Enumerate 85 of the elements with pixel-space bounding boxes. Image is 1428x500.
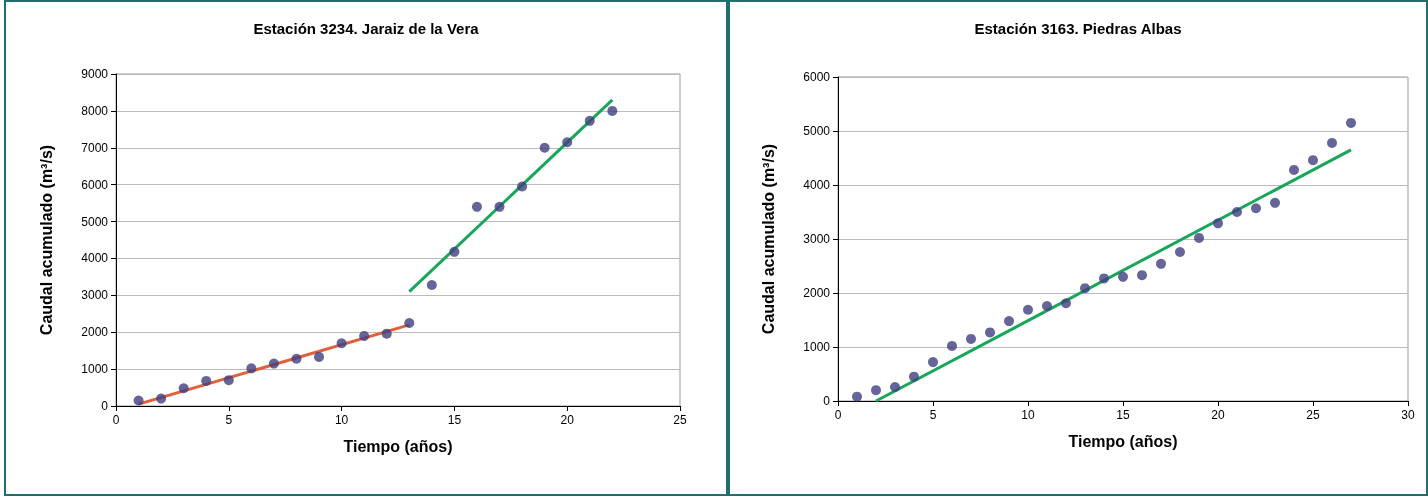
x-tick-label: 5 [225, 413, 233, 427]
point [1213, 218, 1223, 229]
point [562, 137, 573, 148]
point [871, 385, 881, 396]
point [1270, 197, 1280, 208]
point [336, 338, 347, 349]
point [1137, 270, 1147, 281]
y-tick-label: 0 [101, 399, 109, 413]
point [1118, 271, 1128, 282]
y-tick-label: 5000 [803, 124, 831, 138]
x-tick-label: 25 [1306, 408, 1320, 422]
point [539, 142, 550, 153]
x-tick-label: 15 [1116, 408, 1130, 422]
point [928, 357, 938, 368]
point [156, 393, 167, 404]
point [426, 280, 437, 290]
y-tick-label: 5000 [81, 214, 109, 229]
point [607, 105, 618, 116]
y-tick-label: 8000 [81, 103, 109, 118]
point [404, 318, 415, 328]
point [291, 353, 302, 364]
x-axis-title: Tiempo (años) [1068, 432, 1178, 450]
point [852, 391, 862, 402]
chart-title: Estación 3234. Jaraiz de la Vera [253, 20, 480, 37]
point [449, 246, 460, 257]
point [1175, 246, 1185, 257]
point [223, 375, 234, 386]
point [1156, 258, 1166, 269]
y-axis-title: Caudal acumulado (m³/s) [759, 143, 777, 335]
point [133, 395, 144, 406]
x-axis-title: Tiempo (años) [343, 437, 453, 455]
point [268, 358, 279, 369]
y-tick-label: 3000 [803, 232, 831, 246]
y-tick-label: 9000 [81, 67, 109, 81]
point [1308, 155, 1318, 166]
x-tick-label: 0 [834, 408, 842, 422]
point [178, 383, 189, 394]
x-tick-label: 10 [334, 413, 349, 427]
point [359, 330, 370, 341]
point [471, 201, 482, 212]
point [201, 375, 212, 386]
point [1194, 232, 1204, 243]
point [584, 115, 595, 126]
point [1080, 283, 1090, 294]
x-tick-label: 0 [112, 413, 120, 427]
x-tick-label: 30 [1401, 408, 1415, 422]
point [909, 371, 919, 382]
point [1023, 304, 1033, 315]
x-tick-label: 20 [560, 413, 575, 427]
y-tick-label: 2000 [803, 286, 831, 300]
x-tick-label: 15 [447, 413, 462, 427]
chart-title: Estación 3163. Piedras Albas [974, 20, 1182, 37]
point [494, 201, 505, 212]
y-tick-label: 7000 [81, 140, 109, 155]
point [966, 333, 976, 344]
point [1004, 316, 1014, 327]
point [985, 327, 995, 338]
point [246, 363, 257, 374]
point [1099, 273, 1109, 284]
y-tick-label: 0 [823, 394, 831, 408]
point [381, 328, 392, 339]
point [1061, 298, 1071, 309]
x-tick-label: 5 [929, 408, 937, 422]
y-tick-label: 6000 [803, 70, 831, 84]
point [1232, 207, 1242, 217]
y-tick-label: 4000 [81, 251, 109, 266]
x-tick-label: 20 [1211, 408, 1225, 422]
y-tick-label: 2000 [81, 325, 109, 340]
point [1251, 203, 1261, 214]
y-tick-label: 4000 [803, 178, 831, 192]
y-tick-label: 1000 [803, 340, 831, 354]
point [517, 181, 528, 192]
y-tick-label: 6000 [81, 177, 109, 192]
x-tick-label: 25 [673, 413, 687, 427]
point [890, 381, 900, 392]
y-tick-label: 3000 [81, 288, 109, 303]
point [1289, 164, 1299, 175]
y-axis-title: Caudal acumulado (m³/s) [37, 144, 55, 336]
point [947, 340, 957, 351]
point [1346, 117, 1356, 128]
point [314, 351, 325, 362]
x-tick-label: 10 [1021, 408, 1035, 422]
y-tick-label: 1000 [81, 362, 109, 377]
point [1327, 137, 1337, 148]
point [1042, 300, 1052, 311]
